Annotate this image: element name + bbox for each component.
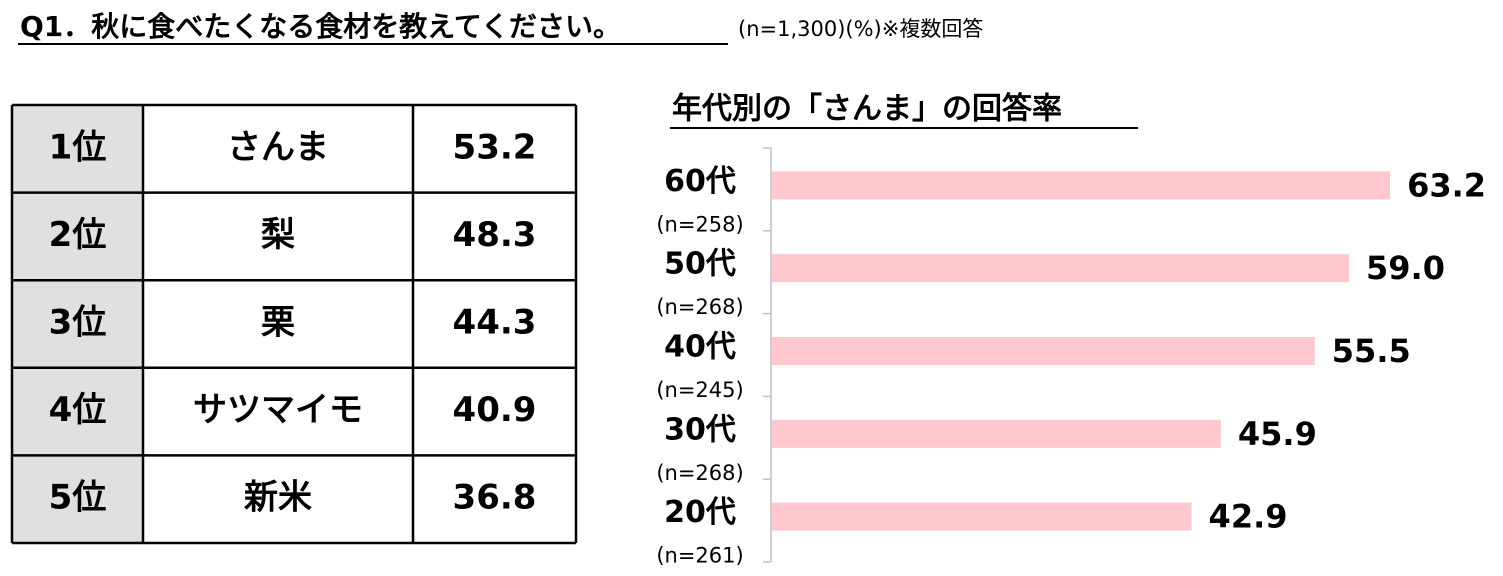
rank-cell (12, 280, 143, 368)
category-note: (n=245) (656, 378, 743, 402)
category-label: 30代 (664, 412, 736, 447)
percent-value: 53.2 (453, 127, 537, 167)
category-label: 50代 (664, 247, 736, 282)
rank-label: 2位 (49, 215, 107, 255)
value-label: 59.0 (1366, 249, 1445, 287)
bar (772, 254, 1350, 283)
rank-label: 3位 (49, 303, 107, 343)
rank-cell (12, 192, 143, 281)
percent-value: 36.8 (453, 478, 537, 518)
page-note: (n=1,300)(%)※複数回答 (738, 17, 983, 41)
rank-label: 5位 (49, 478, 107, 518)
chart-title: 年代別の「さんま」の回答率 (672, 92, 1062, 127)
bar (772, 337, 1315, 365)
food-label: 栗 (261, 303, 295, 343)
bar (772, 502, 1192, 531)
percent-value: 40.9 (453, 390, 537, 430)
category-label: 20代 (664, 495, 736, 530)
bar (772, 171, 1391, 200)
food-label: サツマイモ (193, 390, 363, 430)
percent-value: 48.3 (453, 215, 537, 255)
bar (772, 419, 1221, 448)
value-label: 45.9 (1238, 415, 1317, 453)
rank-cell (12, 367, 143, 456)
rank-cell (12, 105, 143, 193)
value-label: 55.5 (1332, 332, 1411, 370)
value-label: 42.9 (1209, 498, 1288, 536)
value-label: 63.2 (1407, 166, 1486, 204)
food-label: 梨 (261, 215, 295, 255)
percent-value: 44.3 (453, 303, 537, 343)
food-label: さんま (227, 127, 329, 167)
page-title: Q1．秋に食べたくなる食材を教えてください。 (20, 10, 621, 43)
category-note: (n=268) (656, 295, 743, 319)
category-label: 40代 (664, 330, 736, 365)
category-note: (n=258) (656, 212, 743, 236)
category-note: (n=261) (656, 544, 743, 568)
rank-label: 1位 (49, 127, 107, 167)
category-note: (n=268) (656, 461, 743, 485)
category-label: 60代 (664, 164, 736, 199)
food-label: 新米 (243, 478, 312, 518)
rank-cell (12, 455, 143, 543)
rank-label: 4位 (49, 390, 107, 430)
